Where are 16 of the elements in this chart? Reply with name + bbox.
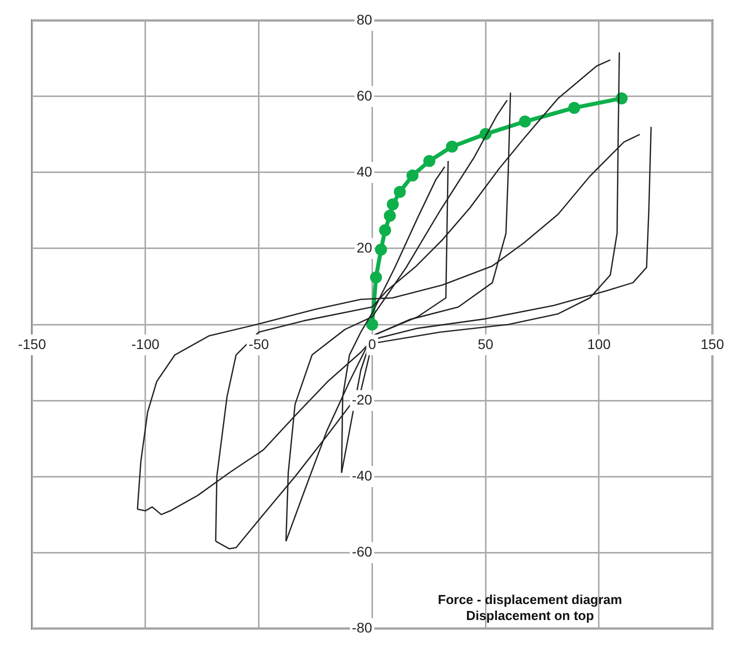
text: Force - displacement diagram — [436, 592, 624, 608]
y-tick-label: -20 — [352, 391, 372, 408]
y-tick-label: -40 — [352, 467, 372, 484]
y-tick-label: 40 — [356, 163, 372, 180]
x-tick-label: -100 — [131, 336, 160, 352]
x-tick-label: 150 — [700, 336, 724, 352]
y-tick-label: 60 — [356, 87, 372, 104]
y-tick-label: -60 — [352, 543, 372, 560]
text: Displacement on top — [465, 608, 595, 624]
y-tick-label: 80 — [356, 11, 372, 28]
x-tick-label: 100 — [587, 336, 611, 352]
x-tick-label: -50 — [248, 336, 270, 352]
x-tick-label: -150 — [18, 336, 46, 352]
y-tick-label: 20 — [356, 239, 372, 256]
y-tick-label: -80 — [352, 619, 372, 636]
x-tick-label: 50 — [478, 336, 494, 352]
